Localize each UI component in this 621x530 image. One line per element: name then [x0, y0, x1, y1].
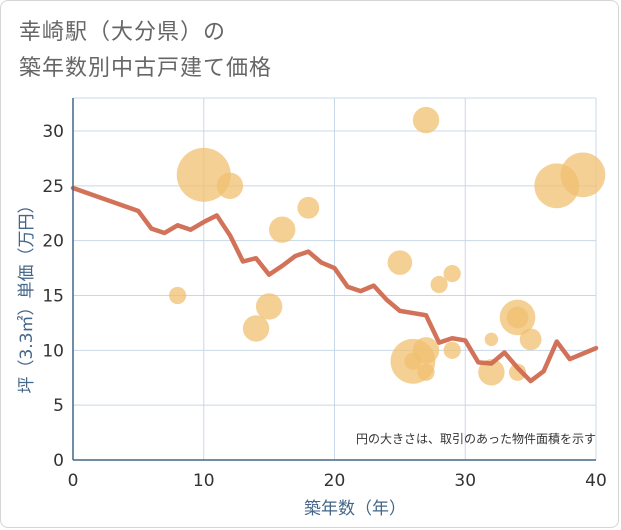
axes	[72, 98, 596, 461]
data-bubble	[169, 286, 187, 305]
bubble-series	[169, 106, 606, 386]
y-axis-title: 坪（3.3㎡）単価（万円）	[17, 196, 37, 393]
trend-line	[70, 185, 599, 384]
data-bubble	[484, 332, 499, 347]
data-bubble	[443, 341, 461, 359]
trend-series	[70, 185, 599, 384]
data-bubble	[412, 337, 440, 364]
y-tick-label: 0	[53, 451, 64, 471]
x-tick-label: 40	[585, 471, 607, 491]
grid-lines	[73, 97, 597, 460]
data-bubble	[412, 106, 440, 134]
data-bubble	[387, 250, 413, 275]
bubble-size-note: 円の大きさは、取引のあった物件面積を示す	[356, 431, 596, 446]
data-bubble	[216, 172, 244, 200]
y-tick-label: 5	[53, 396, 64, 416]
y-tick-label: 10	[42, 341, 64, 361]
y-tick-label: 15	[42, 287, 64, 307]
data-bubble	[560, 152, 606, 198]
tick-labels: 0 10 20 30 40 0 5 10 15 20 25 30	[42, 122, 606, 491]
data-bubble	[443, 264, 461, 283]
data-bubble	[508, 363, 527, 381]
data-bubble	[242, 315, 270, 342]
x-axis-title: 築年数（年）	[304, 499, 406, 519]
chart-title: 幸崎駅（大分県）の 築年数別中古戸建て価格	[19, 15, 272, 87]
data-bubble	[255, 293, 283, 320]
data-bubble	[297, 196, 320, 219]
x-tick-label: 20	[324, 471, 346, 491]
title-line-2: 築年数別中古戸建て価格	[19, 56, 273, 81]
y-tick-label: 25	[42, 177, 64, 197]
title-line-1: 幸崎駅（大分県）の	[19, 20, 227, 45]
x-tick-label: 30	[454, 471, 476, 491]
x-tick-label: 10	[193, 471, 215, 491]
data-bubble	[478, 359, 505, 386]
x-tick-label: 0	[68, 471, 79, 491]
y-tick-label: 20	[42, 232, 64, 252]
data-bubble	[269, 216, 296, 243]
y-tick-label: 30	[42, 122, 64, 142]
data-bubble	[506, 306, 529, 329]
data-bubble	[430, 275, 448, 294]
data-bubble	[519, 328, 542, 351]
data-bubble	[417, 363, 435, 381]
